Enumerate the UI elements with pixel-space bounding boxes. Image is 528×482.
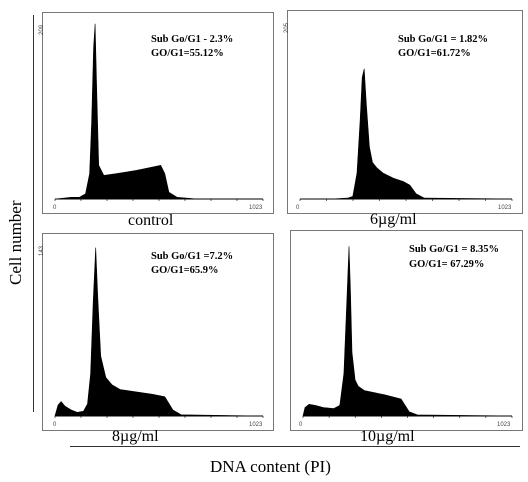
x-axis-line xyxy=(70,446,520,447)
x-tick-max: 1023 xyxy=(249,422,263,428)
annotation-g0-g1: GO/G1= 67.29% xyxy=(409,259,485,270)
y-tick-top: 205 xyxy=(284,22,290,33)
annotation-g0-g1: GO/G1=61.72% xyxy=(398,48,471,59)
annotation-sub-g1: Sub Go/G1 = 8.35% xyxy=(409,244,500,255)
annotation-sub-g1: Sub Go/G1 - 2.3% xyxy=(151,34,234,45)
histogram-panel-8ug: Sub Go/G1 =7.2% GO/G1=65.9% 143 0 1023 xyxy=(39,233,274,431)
histogram-panel-control: Sub Go/G1 - 2.3% GO/G1=55.12% 209 0 1023 xyxy=(39,12,274,214)
x-axis-label: DNA content (PI) xyxy=(210,457,331,476)
histogram-svg xyxy=(302,246,513,418)
panel-label-control: control xyxy=(128,212,174,229)
panel-label-6ug: 6µg/ml xyxy=(370,211,417,228)
histogram-panel-10ug: Sub Go/G1 = 8.35% GO/G1= 67.29% 0 1023 xyxy=(290,230,523,431)
histogram-area xyxy=(54,247,264,417)
histogram-svg xyxy=(54,23,264,201)
annotation-g0-g1: GO/G1=55.12% xyxy=(151,48,224,59)
annotation-sub-g1: Sub Go/G1 = 1.82% xyxy=(398,34,489,45)
annotation-g0-g1: GO/G1=65.9% xyxy=(151,265,219,276)
x-tick-max: 1023 xyxy=(497,422,511,428)
histogram-area xyxy=(300,68,513,200)
x-tick-max: 1023 xyxy=(249,205,263,211)
x-tick-min: 0 xyxy=(296,205,300,211)
x-tick-min: 0 xyxy=(53,422,57,428)
panel-label-8ug: 8µg/ml xyxy=(112,428,159,445)
panel-label-10ug: 10µg/ml xyxy=(360,428,415,445)
y-tick-top: 143 xyxy=(39,245,45,256)
histogram-area xyxy=(302,246,513,417)
histogram-svg xyxy=(54,247,264,418)
x-tick-min: 0 xyxy=(299,422,303,428)
histogram-panel-6ug: Sub Go/G1 = 1.82% GO/G1=61.72% 205 0 102… xyxy=(284,10,523,214)
x-tick-max: 1023 xyxy=(498,205,512,211)
histogram-svg xyxy=(299,68,513,201)
histogram-area xyxy=(54,23,263,200)
y-tick-top: 209 xyxy=(39,24,45,35)
y-axis-label: Cell number xyxy=(6,200,25,285)
annotation-sub-g1: Sub Go/G1 =7.2% xyxy=(151,251,234,262)
y-axis-line xyxy=(33,15,34,412)
x-tick-min: 0 xyxy=(53,205,57,211)
